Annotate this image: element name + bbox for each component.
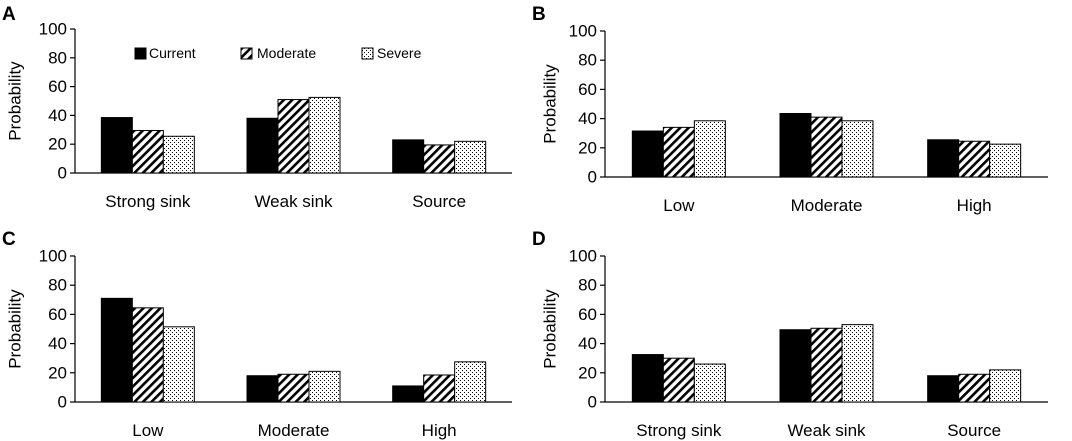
y-tick-label-60: 60 (578, 80, 597, 99)
bar-current-weak-sink (779, 329, 812, 403)
legend-swatch-current (134, 47, 147, 60)
y-tick-label-40: 40 (48, 334, 67, 353)
bar-moderate-high (958, 140, 991, 178)
legend-label-current: Current (149, 45, 196, 61)
panel-letter: B (532, 4, 546, 25)
y-axis-label: Probability (541, 64, 560, 144)
bar-current-high (392, 385, 425, 403)
y-tick-label-100: 100 (39, 247, 67, 266)
panel-a: A Probability 0 20 40 60 80 100 Strong sink Weak … (2, 4, 512, 211)
bar-moderate-source (423, 144, 456, 174)
y-tick-label-100: 100 (569, 22, 597, 41)
y-axis-label: Probability (6, 61, 25, 141)
bar-severe-moderate (841, 120, 874, 178)
bar-moderate-weak-sink (810, 327, 843, 403)
panel-d: D Probability 0 20 40 60 80 100 Strong sink Weak … (532, 229, 1048, 440)
bar-moderate-weak-sink (277, 99, 310, 174)
bar-current-source (392, 139, 425, 174)
bar-severe-high (454, 361, 487, 403)
bar-moderate-strong-sink (131, 130, 164, 174)
x-category-label: Low (663, 196, 695, 215)
x-category-label: Source (412, 192, 466, 211)
bar-current-low (100, 297, 133, 403)
bar-current-high (927, 139, 960, 178)
bar-severe-source (454, 140, 487, 174)
legend-label-moderate: Moderate (257, 45, 316, 61)
bar-severe-weak-sink (841, 324, 874, 403)
panel-letter: D (532, 229, 546, 250)
legend-swatch-severe (361, 47, 374, 60)
y-tick-label-0: 0 (588, 168, 597, 187)
y-tick-label-80: 80 (578, 276, 597, 295)
bar-moderate-moderate (277, 373, 310, 403)
bar-current-strong-sink (100, 117, 133, 174)
bar-moderate-moderate (810, 116, 843, 178)
x-category-label: Weak sink (254, 192, 333, 211)
x-category-label: Strong sink (105, 192, 191, 211)
bar-severe-low (162, 326, 195, 403)
y-tick-label-60: 60 (48, 305, 67, 324)
panel-letter: A (2, 4, 16, 25)
y-tick-label-20: 20 (578, 138, 597, 157)
y-axis-label: Probability (6, 289, 25, 369)
panel-c: C Probability 0 20 40 60 80 100 Low Moderate High (2, 229, 512, 440)
y-tick-label-0: 0 (588, 393, 597, 412)
x-category-label: High (422, 421, 457, 440)
y-tick-label-40: 40 (578, 109, 597, 128)
bar-current-source (927, 375, 960, 403)
y-tick-label-100: 100 (39, 20, 67, 39)
y-tick-label-80: 80 (48, 48, 67, 67)
y-tick-label-80: 80 (48, 276, 67, 295)
bar-moderate-strong-sink (662, 357, 695, 403)
y-tick-label-20: 20 (578, 363, 597, 382)
y-tick-label-40: 40 (48, 106, 67, 125)
bar-current-strong-sink (631, 354, 664, 403)
bar-severe-weak-sink (308, 96, 341, 174)
x-category-label: Weak sink (787, 421, 866, 440)
y-tick-label-20: 20 (48, 363, 67, 382)
panel-letter: C (2, 229, 16, 250)
bar-current-moderate (779, 112, 812, 178)
bar-severe-high (989, 143, 1022, 178)
bar-current-low (631, 130, 664, 178)
x-category-label: Low (132, 421, 164, 440)
bar-severe-strong-sink (162, 135, 195, 174)
bar-moderate-low (662, 126, 695, 178)
bar-severe-low (693, 120, 726, 178)
bar-moderate-high (423, 374, 456, 403)
y-tick-label-40: 40 (578, 334, 597, 353)
x-category-label: Moderate (258, 421, 330, 440)
bar-current-weak-sink (246, 117, 279, 174)
bar-current-moderate (246, 375, 279, 403)
panel-b: B Probability 0 20 40 60 80 100 Low Moderate High (532, 4, 1048, 215)
bar-moderate-low (131, 307, 164, 403)
bar-severe-moderate (308, 370, 341, 403)
y-tick-label-0: 0 (58, 164, 67, 183)
x-category-label: Strong sink (636, 421, 722, 440)
y-tick-label-60: 60 (578, 305, 597, 324)
y-tick-label-60: 60 (48, 77, 67, 96)
x-category-label: Moderate (791, 196, 863, 215)
bar-severe-strong-sink (693, 363, 726, 403)
bar-severe-source (989, 369, 1022, 403)
legend-label-severe: Severe (377, 45, 422, 61)
bar-moderate-source (958, 373, 991, 403)
y-axis-label: Probability (541, 289, 560, 369)
y-tick-label-80: 80 (578, 51, 597, 70)
y-tick-label-0: 0 (58, 393, 67, 412)
x-category-label: High (957, 196, 992, 215)
y-tick-label-20: 20 (48, 135, 67, 154)
y-tick-label-100: 100 (569, 247, 597, 266)
legend-swatch-moderate (240, 47, 253, 60)
x-category-label: Source (947, 421, 1001, 440)
